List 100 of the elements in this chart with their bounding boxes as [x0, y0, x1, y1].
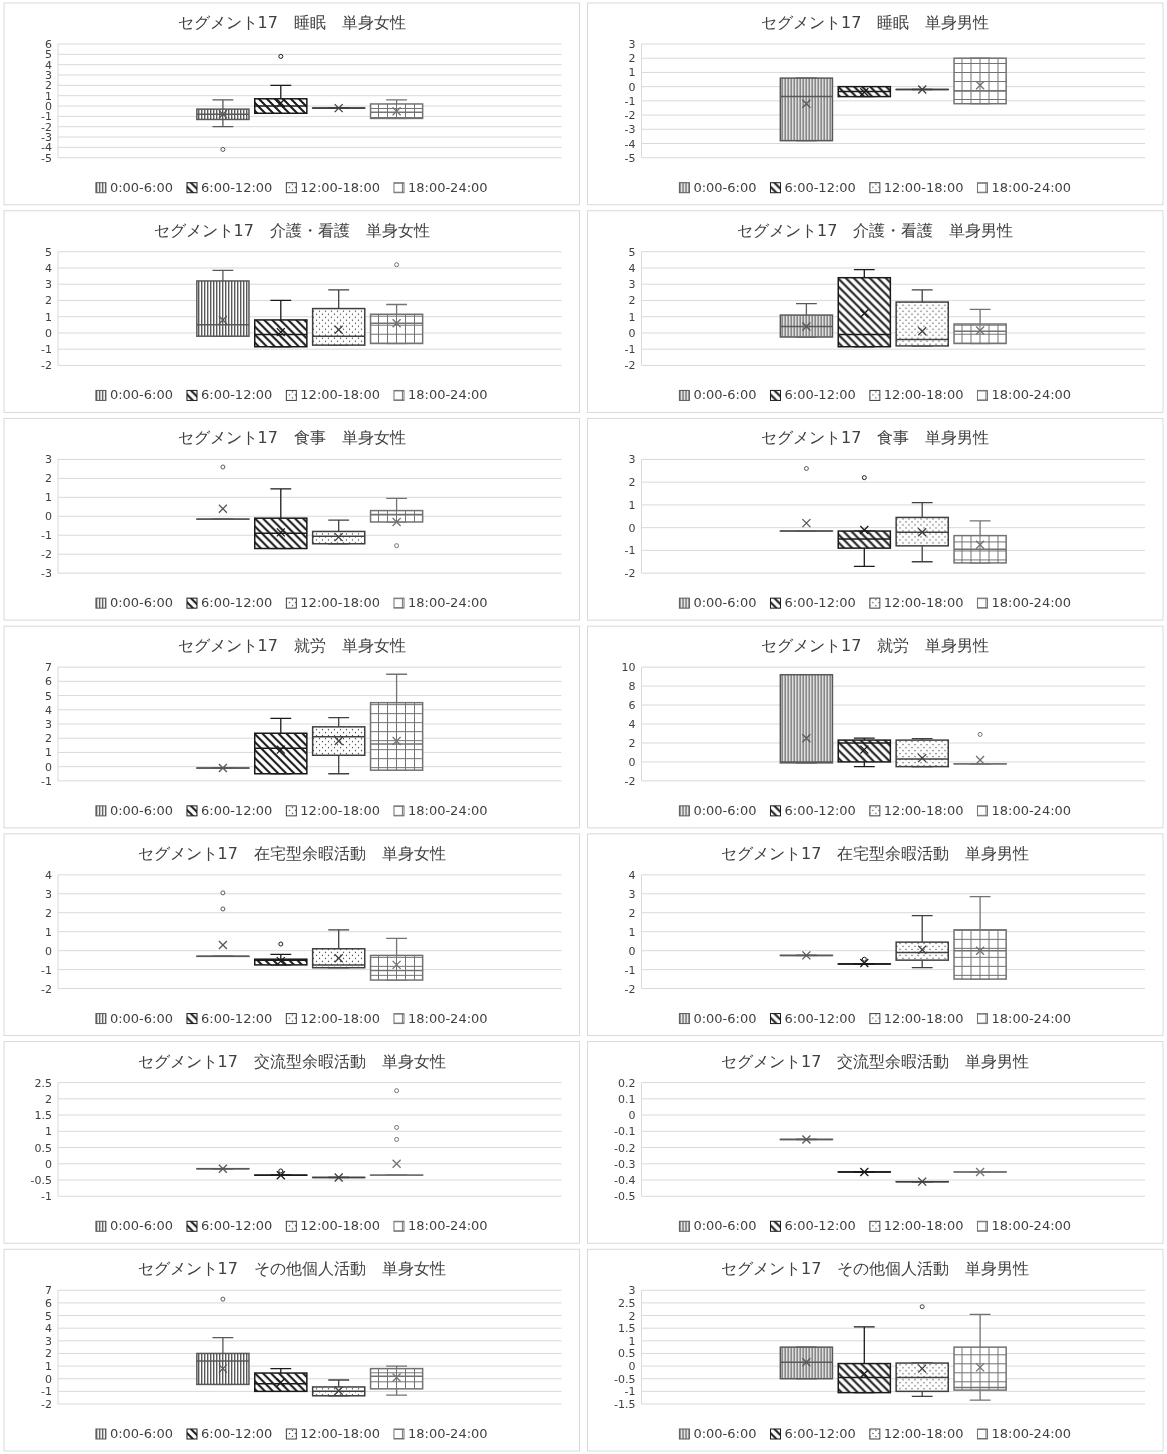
y-tick-label: 2 [45, 1092, 52, 1106]
y-tick-label: 1 [45, 925, 52, 939]
y-tick-label: 0 [628, 80, 636, 94]
y-tick-label: 2 [628, 476, 636, 490]
y-tick-label: 0 [45, 326, 52, 340]
y-tick-label: 1 [628, 925, 636, 939]
legend-label: 6:00-12:00 [200, 595, 273, 611]
legend-label: 12:00-18:00 [883, 595, 964, 611]
y-tick-label: 2 [628, 52, 636, 66]
y-tick-label: 0 [45, 760, 52, 774]
y-tick-label: -1 [624, 94, 636, 108]
y-tick-label: 6 [45, 38, 52, 51]
legend-label: 18:00-24:00 [407, 1426, 488, 1441]
chart-title: セグメント17 交流型余暇活動 単身女性 [137, 1051, 446, 1071]
legend-label: 12:00-18:00 [883, 802, 964, 818]
legend-label: 0:00-6:00 [693, 802, 757, 818]
chart-title: セグメント17 就労 単身男性 [761, 636, 990, 656]
legend-label: 0:00-6:00 [693, 595, 757, 611]
y-tick-label: 2 [628, 736, 636, 750]
y-tick-label: 1.5 [34, 1109, 52, 1123]
chart-title: セグメント17 就労 単身女性 [177, 636, 406, 656]
y-tick-label: 6 [45, 1296, 52, 1310]
y-tick-label: 1 [628, 498, 636, 512]
legend-label: 12:00-18:00 [300, 1010, 380, 1026]
legend-label: 6:00-12:00 [784, 179, 856, 195]
y-tick-label: -1 [41, 529, 52, 543]
legend-label: 0:00-6:00 [109, 802, 173, 818]
chart-title: セグメント17 その他個人活動 単身女性 [137, 1259, 446, 1279]
chart-title: セグメント17 交流型余暇活動 単身男性 [721, 1051, 1030, 1071]
legend-label: 18:00-24:00 [407, 387, 488, 403]
legend-label: 18:00-24:00 [991, 595, 1072, 611]
y-tick-label: 2 [628, 906, 636, 920]
y-tick-label: 3 [45, 453, 52, 467]
legend-label: 0:00-6:00 [109, 1010, 173, 1026]
y-tick-label: 3 [45, 718, 52, 731]
y-tick-label: 0 [45, 1157, 52, 1171]
y-tick-label: -0.5 [614, 1372, 636, 1386]
legend-label: 18:00-24:00 [991, 802, 1072, 818]
legend-label: 12:00-18:00 [883, 1218, 964, 1234]
y-tick-label: 2 [45, 906, 52, 920]
legend-label: 12:00-18:00 [883, 179, 964, 195]
legend-label: 12:00-18:00 [883, 1010, 964, 1026]
legend-label: 12:00-18:00 [300, 802, 380, 818]
y-tick-label: 3 [628, 453, 636, 467]
chart-title: セグメント17 在宅型余暇活動 単身男性 [721, 843, 1030, 863]
legend-label: 18:00-24:00 [991, 179, 1072, 195]
y-tick-label: 4 [45, 261, 52, 275]
legend-label: 6:00-12:00 [200, 387, 273, 403]
y-tick-label: -2 [41, 548, 52, 562]
y-tick-label: -1.5 [614, 1398, 636, 1411]
y-tick-label: 8 [628, 680, 636, 694]
chart-title: セグメント17 介護・看護 単身女性 [153, 220, 430, 240]
y-tick-label: 1 [45, 746, 52, 760]
legend-label: 12:00-18:00 [883, 1426, 964, 1441]
legend-label: 6:00-12:00 [200, 802, 273, 818]
y-tick-label: -1 [41, 774, 52, 788]
y-tick-label: 2 [45, 294, 52, 308]
legend-label: 0:00-6:00 [109, 1426, 173, 1441]
y-tick-label: -5 [624, 151, 636, 165]
y-tick-label: 0.1 [618, 1092, 636, 1106]
y-tick-label: 10 [621, 661, 636, 675]
legend-label: 18:00-24:00 [991, 1010, 1072, 1026]
y-tick-label: 0 [628, 944, 636, 958]
legend-label: 0:00-6:00 [693, 1010, 757, 1026]
y-tick-label: 3 [628, 38, 636, 51]
y-tick-label: 3 [45, 1334, 52, 1348]
y-tick-label: 1 [45, 491, 52, 505]
chart-title: セグメント17 睡眠 単身女性 [177, 13, 406, 32]
y-tick-label: 6 [45, 675, 52, 689]
y-tick-label: -3 [41, 567, 52, 581]
legend-label: 6:00-12:00 [200, 1218, 273, 1234]
y-tick-label: 2 [628, 294, 636, 308]
y-tick-label: -2 [624, 982, 636, 996]
legend-label: 6:00-12:00 [200, 1010, 273, 1026]
chart-title: セグメント17 食事 単身女性 [177, 428, 406, 448]
y-tick-label: 0.5 [34, 1141, 52, 1155]
y-tick-label: -2 [624, 774, 636, 788]
y-tick-label: 2 [45, 472, 52, 486]
y-tick-label: 0 [628, 755, 636, 769]
legend-label: 18:00-24:00 [407, 1010, 488, 1026]
y-tick-label: 2.5 [618, 1296, 636, 1310]
y-tick-label: -2 [624, 109, 636, 123]
legend-label: 12:00-18:00 [300, 1218, 380, 1234]
y-tick-label: -1 [41, 343, 52, 357]
y-tick-label: -1 [41, 963, 52, 977]
y-tick-label: 1 [628, 1334, 636, 1348]
legend-label: 18:00-24:00 [407, 179, 488, 195]
y-tick-label: 0 [628, 521, 636, 535]
legend-label: 12:00-18:00 [300, 1426, 380, 1441]
legend-label: 6:00-12:00 [784, 387, 856, 403]
y-tick-label: 3 [45, 887, 52, 901]
legend-label: 6:00-12:00 [200, 1426, 273, 1441]
y-tick-label: -0.1 [614, 1125, 636, 1139]
y-tick-label: 3 [628, 278, 636, 292]
y-tick-label: 0.2 [618, 1076, 636, 1090]
y-tick-label: 4 [628, 868, 636, 882]
legend-label: 12:00-18:00 [300, 179, 380, 195]
y-tick-label: -0.2 [614, 1141, 636, 1155]
y-tick-label: -1 [41, 1190, 52, 1204]
legend-label: 0:00-6:00 [693, 387, 757, 403]
